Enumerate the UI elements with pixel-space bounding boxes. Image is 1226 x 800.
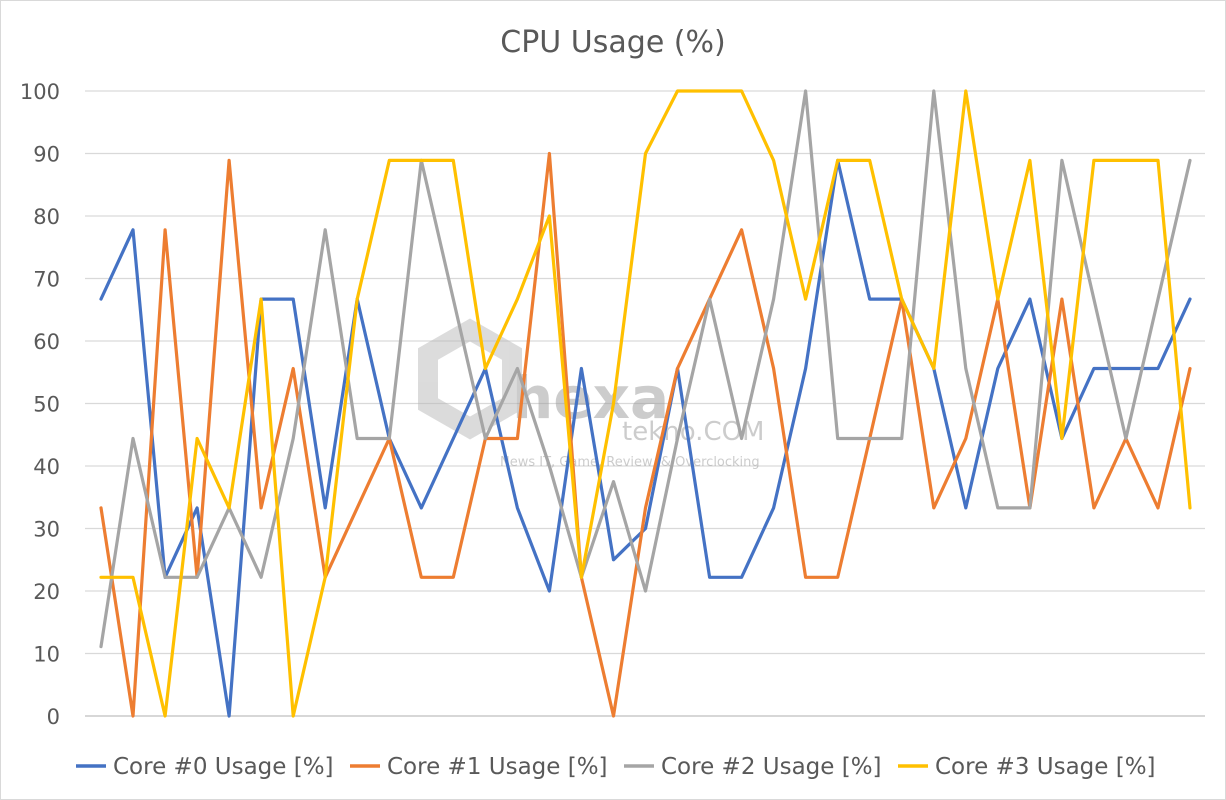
series-line-core-1 xyxy=(99,151,1192,718)
series-line-core-0 xyxy=(99,158,1192,718)
y-tick-label: 50 xyxy=(33,393,60,417)
y-tick-label: 80 xyxy=(33,205,60,229)
legend: Core #0 Usage [%] Core #1 Usage [%] Core #… xyxy=(76,754,1156,780)
y-tick-label: 100 xyxy=(20,80,60,104)
y-tick-label: 0 xyxy=(47,705,60,729)
legend-label-core-3: Core #3 Usage [%] xyxy=(935,754,1156,780)
data-series xyxy=(99,89,1192,718)
y-tick-label: 40 xyxy=(33,455,60,479)
watermark-tagline: News IT, Game, Review, & Overclocking xyxy=(500,455,760,470)
legend-label-core-2: Core #2 Usage [%] xyxy=(661,754,882,780)
hexagon-logo-icon xyxy=(418,318,522,440)
series-line-core-3 xyxy=(99,89,1192,718)
y-axis-tick-labels: 0 10 20 30 40 50 60 70 80 90 100 xyxy=(20,80,60,729)
y-tick-label: 90 xyxy=(33,143,60,167)
y-tick-label: 10 xyxy=(33,643,60,667)
legend-label-core-1: Core #1 Usage [%] xyxy=(387,754,608,780)
chart-title: CPU Usage (%) xyxy=(500,25,725,60)
legend-label-core-0: Core #0 Usage [%] xyxy=(113,754,334,780)
y-tick-label: 30 xyxy=(33,518,60,542)
y-tick-label: 70 xyxy=(33,268,60,292)
series-line-core-2 xyxy=(99,89,1192,649)
y-tick-label: 60 xyxy=(33,330,60,354)
y-tick-label: 20 xyxy=(33,580,60,604)
